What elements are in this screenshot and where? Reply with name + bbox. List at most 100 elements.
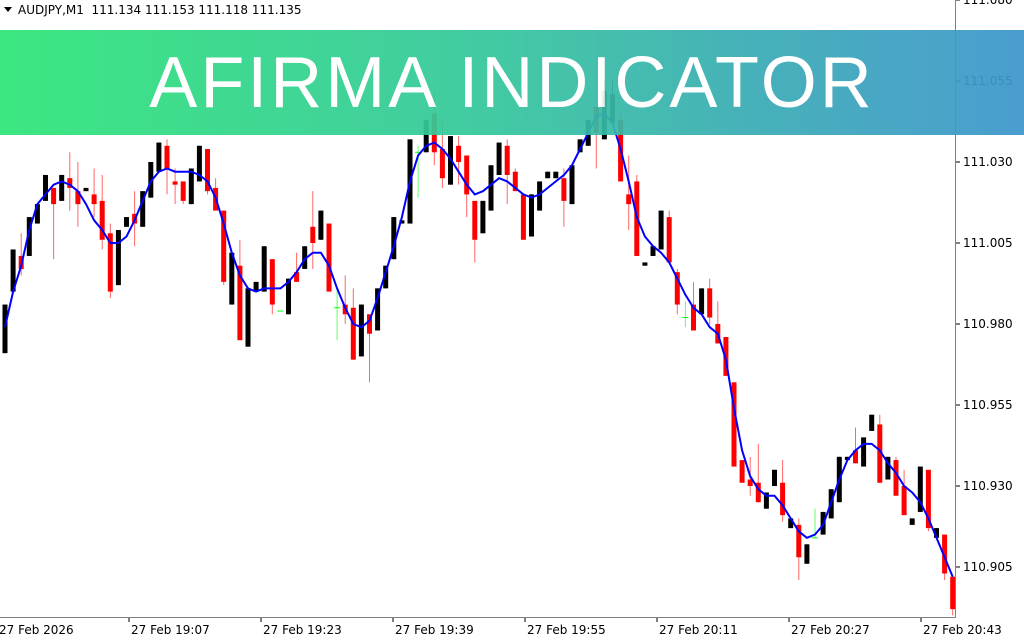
candle [358,304,364,357]
candle-body [10,249,16,292]
candle-body [529,194,534,237]
candle-body [537,181,543,211]
candle [472,200,478,263]
candle-body [925,469,931,529]
dropdown-triangle-icon[interactable] [4,7,12,12]
candle-body [140,191,146,227]
candle-body [221,210,227,282]
candle-body [310,226,316,243]
banner-title: AFIRMA INDICATOR [149,42,875,123]
candle-body [642,262,648,266]
candle-body [755,482,761,503]
candle-body [34,204,40,224]
candle-body [512,171,518,192]
candle [26,217,32,256]
candle [83,187,89,192]
candle-body [180,181,186,201]
candle [893,456,899,496]
candle [10,249,16,292]
candle [496,142,502,175]
candle-body [51,187,57,205]
candle-body [237,265,243,341]
candle [261,246,267,292]
candle [682,301,689,328]
title-banner: AFIRMA INDICATOR [0,30,1024,135]
candle [245,288,251,347]
candle-body [269,259,275,305]
candle [302,246,308,269]
candle-body [164,145,170,169]
candle-body [796,524,802,558]
candle-body [245,288,251,347]
candle [780,460,786,522]
candle [456,136,462,185]
candle [253,281,259,292]
candle-body [650,246,656,256]
candle-body [172,181,178,185]
candle [205,149,210,195]
candle-body [658,210,664,250]
candle [59,174,65,201]
candle [772,469,777,486]
candle [869,414,875,431]
time-tick-label: 27 Feb 19:23 [263,623,342,637]
candle [75,162,81,227]
candle-body [869,414,875,431]
candle-body [326,223,332,292]
candle [529,194,534,237]
candle [342,275,348,324]
candle [286,278,291,315]
candle [99,174,105,250]
candle [140,191,146,227]
candle [537,181,543,211]
candle-body [950,576,956,610]
candle-body [91,194,97,205]
candle-body [691,304,696,331]
candle-body [731,382,737,467]
candle-body [520,194,526,240]
candle-body [934,528,939,538]
candle [124,217,129,227]
candle [2,304,8,354]
candle [488,165,494,211]
candle [107,223,113,299]
candle [310,191,316,269]
candle-body [917,466,923,512]
time-axis: 27 Feb 2026 27 Feb 19:07 27 Feb 19:23 27 Fe… [0,618,1002,637]
candle-body [504,145,510,175]
candle-body [124,217,129,227]
candle [853,427,858,464]
price-tick-label: 110.980 [963,317,1013,331]
candle [925,469,931,532]
candle [464,155,470,218]
candle-body [318,210,324,240]
candle-body [666,217,672,263]
candle-body [107,233,113,292]
candle-body [302,246,308,269]
candle-body [853,450,858,464]
time-tick-label: 27 Feb 20:27 [791,623,870,637]
candle [148,162,154,198]
candle [318,210,324,240]
candle [699,288,705,315]
afirma-line [4,112,954,578]
candle [755,443,761,503]
candle [731,382,737,467]
candle [642,262,648,266]
candle-body [464,155,470,195]
candle [91,168,97,218]
candle-body [747,479,753,486]
candle [796,518,802,580]
candle-body [788,518,794,529]
candle [561,168,567,227]
candle [294,252,300,282]
candle [545,171,551,179]
time-tick-label: 27 Feb 19:55 [527,623,606,637]
candle-body [699,288,705,315]
candle-body [253,281,259,292]
symbol-label: AUDJPY,M1 [18,3,84,17]
candle-body [804,544,810,564]
price-tick-label: 110.905 [963,560,1013,574]
candle-body [901,486,907,516]
